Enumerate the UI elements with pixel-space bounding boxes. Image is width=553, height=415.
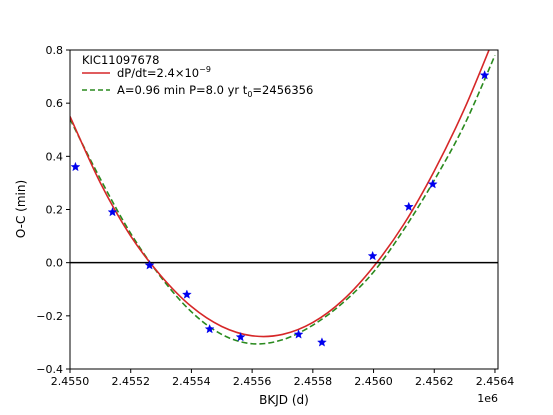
- data-point: [403, 201, 414, 212]
- data-point: [367, 250, 378, 261]
- data-point: [317, 337, 327, 347]
- data-point: [427, 179, 438, 189]
- y-axis: −0.4 −0.2 0.0 0.2 0.4 0.6 0.8: [36, 44, 70, 376]
- y-tick-label: 0.4: [46, 150, 64, 163]
- legend: KIC11097678 dP/dt=2.4×10−9 A=0.96 min P=…: [82, 53, 313, 99]
- data-point: [144, 260, 155, 270]
- data-point: [181, 289, 192, 299]
- marker-layer: [70, 70, 490, 347]
- legend-title: KIC11097678: [82, 53, 160, 67]
- x-offset-label: 1e6: [477, 392, 498, 405]
- y-tick-label: 0.2: [46, 204, 64, 217]
- y-tick-label: −0.4: [36, 363, 63, 376]
- x-axis: 2.4550 2.4552 2.4554 2.4556 2.4558 2.4560 2.45…: [51, 369, 514, 388]
- x-axis-label: BKJD (d): [259, 393, 309, 407]
- data-point: [479, 70, 490, 80]
- data-point: [107, 207, 118, 217]
- y-tick-label: 0.0: [46, 257, 64, 270]
- data-point: [293, 329, 304, 339]
- legend-entry-model: dP/dt=2.4×10−9: [117, 65, 211, 80]
- x-tick-label: 2.4560: [354, 375, 393, 388]
- y-tick-label: −0.2: [36, 310, 63, 323]
- data-point: [70, 161, 81, 172]
- legend-entry-lte: A=0.96 min P=8.0 yr t0=2456356: [117, 83, 313, 99]
- data-point: [204, 323, 215, 334]
- x-tick-label: 2.4558: [294, 375, 333, 388]
- data-point: [235, 331, 246, 342]
- y-axis-label: O-C (min): [14, 180, 28, 238]
- series-layer: [70, 50, 496, 345]
- x-tick-label: 2.4564: [476, 375, 515, 388]
- x-tick-label: 2.4556: [233, 375, 272, 388]
- y-tick-label: 0.6: [46, 97, 64, 110]
- x-tick-label: 2.4550: [51, 375, 90, 388]
- lte-curve-line: [70, 54, 496, 345]
- model-curve-line: [70, 50, 490, 338]
- x-tick-label: 2.4554: [172, 375, 211, 388]
- x-tick-label: 2.4562: [415, 375, 454, 388]
- x-tick-label: 2.4552: [111, 375, 150, 388]
- plot-frame: [69, 49, 499, 370]
- y-tick-label: 0.8: [46, 44, 64, 57]
